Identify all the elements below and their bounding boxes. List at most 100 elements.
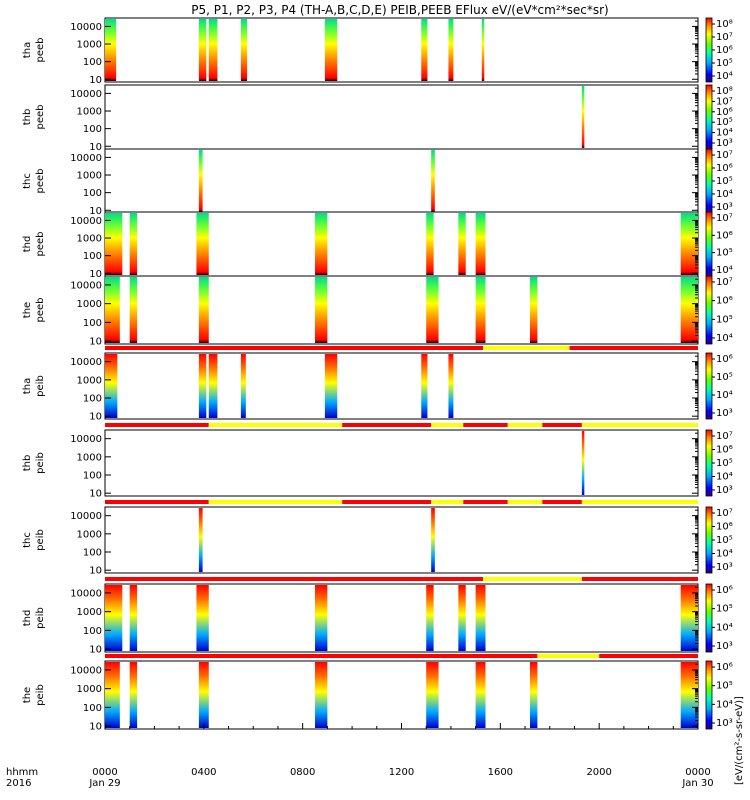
y-axis-label: thb bbox=[22, 109, 33, 126]
y-tick-label: 10 bbox=[89, 645, 102, 656]
y-axis-label-species: peib bbox=[35, 375, 46, 397]
mode-bar-segment bbox=[105, 346, 484, 350]
data-burst bbox=[458, 585, 466, 651]
colorbar-unit-label: [eV/(cm²-s-sr-eV)] bbox=[734, 696, 745, 785]
colorbar-tick-label: 10⁵ bbox=[716, 604, 733, 615]
mode-bar-segment bbox=[463, 500, 508, 504]
colorbar bbox=[705, 506, 713, 574]
data-burst bbox=[475, 585, 486, 651]
panel-tha-peib: 10000 1000 100 10 tha peib 10⁶ 10⁵ 10⁴ 10³ bbox=[22, 346, 733, 423]
plot-frame bbox=[104, 148, 699, 214]
data-burst bbox=[315, 662, 328, 728]
colorbar-tick-label: 10⁵ bbox=[716, 458, 733, 469]
y-axis-label-species: peib bbox=[35, 529, 46, 551]
y-tick-label: 1000 bbox=[77, 107, 102, 118]
data-burst bbox=[680, 585, 698, 651]
y-axis-label: thd bbox=[22, 610, 33, 627]
colorbar bbox=[705, 275, 713, 345]
colorbar-tick-label: 10⁷ bbox=[716, 150, 733, 161]
y-tick-label: 1000 bbox=[77, 171, 102, 182]
colorbar bbox=[705, 352, 713, 420]
panel-thc-peib: 10000 1000 100 10 thc peib 10⁷ 10⁶ 10⁵ 10⁴ 10³ bbox=[22, 500, 733, 577]
colorbar-tick-label: 10⁶ bbox=[716, 585, 733, 596]
data-burst bbox=[529, 662, 538, 728]
data-burst bbox=[448, 354, 454, 418]
colorbar-tick-label: 10⁶ bbox=[716, 662, 733, 673]
data-burst bbox=[240, 354, 246, 418]
panel-thd-peib: 10000 1000 100 10 thd peib 10⁶ 10⁵ 10⁴ 10³ bbox=[22, 577, 733, 656]
y-tick-label: 10 bbox=[89, 412, 102, 423]
y-axis-label-species: peeb bbox=[35, 232, 46, 257]
mode-bar-segment bbox=[463, 423, 508, 427]
colorbar-tick-label: 10⁵ bbox=[716, 372, 733, 383]
y-tick-label: 100 bbox=[83, 124, 102, 135]
mode-bar-segment bbox=[581, 577, 698, 581]
data-burst bbox=[198, 662, 209, 728]
data-burst bbox=[458, 213, 466, 275]
data-burst bbox=[475, 277, 486, 343]
colorbar-tick-label: 10⁴ bbox=[716, 71, 733, 82]
data-burst bbox=[581, 431, 585, 495]
y-tick-label: 100 bbox=[83, 471, 102, 482]
y-tick-label: 1000 bbox=[77, 234, 102, 245]
data-burst bbox=[196, 585, 209, 651]
mode-bar-segment bbox=[581, 423, 698, 427]
y-axis-label: tha bbox=[22, 378, 33, 394]
colorbar-tick-label: 10⁶ bbox=[716, 230, 733, 241]
y-axis-label-species: peeb bbox=[35, 298, 46, 323]
colorbar-tick-label: 10³ bbox=[716, 641, 733, 652]
y-tick-label: 10000 bbox=[70, 153, 102, 164]
data-burst bbox=[421, 354, 428, 418]
mode-bar-segment bbox=[208, 423, 343, 427]
colorbar-tick-label: 10⁵ bbox=[716, 314, 733, 325]
colorbar bbox=[705, 429, 713, 497]
colorbar bbox=[705, 148, 713, 214]
colorbar-tick-label: 10⁴ bbox=[716, 265, 733, 276]
y-tick-label: 10 bbox=[89, 75, 102, 86]
colorbar-tick-label: 10⁸ bbox=[716, 86, 733, 97]
colorbar-tick-label: 10⁶ bbox=[716, 522, 733, 533]
colorbar-tick-label: 10⁷ bbox=[716, 277, 733, 288]
y-tick-label: 1000 bbox=[77, 684, 102, 695]
y-tick-label: 10 bbox=[89, 489, 102, 500]
mode-bar-segment bbox=[569, 346, 698, 350]
colorbar-tick-label: 10⁶ bbox=[716, 354, 733, 365]
y-axis-label: thc bbox=[22, 532, 33, 548]
y-tick-label: 100 bbox=[83, 626, 102, 637]
colorbar-tick-label: 10³ bbox=[716, 485, 733, 496]
colorbar-tick-label: 10⁴ bbox=[716, 472, 733, 483]
x-tick-label: 2000 bbox=[586, 767, 611, 778]
colorbar-tick-label: 10⁴ bbox=[716, 333, 733, 344]
colorbar-tick-label: 10⁸ bbox=[716, 19, 733, 30]
data-burst bbox=[198, 277, 209, 343]
colorbar-tick-label: 10⁴ bbox=[716, 622, 733, 633]
plot-frame bbox=[104, 211, 699, 277]
y-axis-label: thd bbox=[22, 236, 33, 253]
y-tick-label: 1000 bbox=[77, 452, 102, 463]
y-tick-label: 10000 bbox=[70, 588, 102, 599]
colorbar bbox=[705, 660, 713, 730]
y-axis-label: thb bbox=[22, 455, 33, 472]
data-burst bbox=[426, 213, 434, 275]
date-label-end: Jan 30 bbox=[681, 778, 713, 789]
time-axis: hhmm 2016 Jan 29 Jan 30 bbox=[6, 767, 714, 789]
data-burst bbox=[105, 585, 123, 651]
data-burst bbox=[680, 213, 698, 275]
colorbar bbox=[705, 583, 713, 653]
data-burst bbox=[680, 277, 698, 343]
data-burst bbox=[431, 150, 435, 212]
y-tick-label: 10000 bbox=[70, 511, 102, 522]
data-burst bbox=[129, 277, 138, 343]
data-burst bbox=[198, 354, 207, 418]
data-burst bbox=[315, 277, 328, 343]
mode-bar-segment bbox=[105, 500, 209, 504]
colorbar-tick-label: 10⁷ bbox=[716, 32, 733, 43]
data-burst bbox=[196, 213, 209, 275]
y-tick-label: 100 bbox=[83, 188, 102, 199]
plot-frame bbox=[104, 583, 699, 653]
data-burst bbox=[208, 354, 218, 418]
colorbar-tick-label: 10⁴ bbox=[716, 699, 733, 710]
plot-frame bbox=[104, 660, 699, 730]
mode-bar-segment bbox=[599, 654, 698, 658]
